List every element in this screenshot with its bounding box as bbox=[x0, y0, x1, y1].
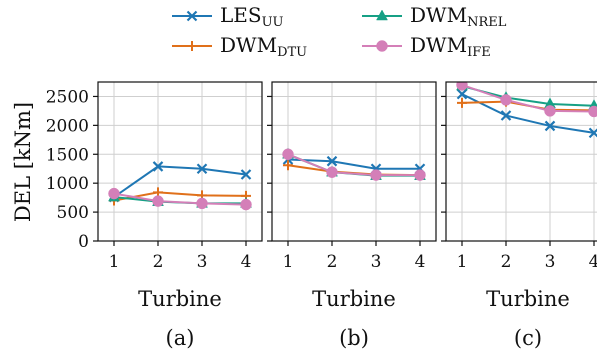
y-tick-label: 1000 bbox=[46, 174, 89, 194]
data-point-les-uu bbox=[500, 110, 512, 121]
x-tick-label: 1 bbox=[457, 252, 468, 272]
legend-marker bbox=[186, 10, 198, 22]
series-group bbox=[108, 161, 252, 211]
data-point-dwm-ife bbox=[588, 105, 597, 118]
legend-marker bbox=[187, 41, 197, 51]
x-tick-label: 3 bbox=[371, 252, 382, 272]
data-point-les-uu bbox=[240, 169, 252, 180]
x-tick-label: 4 bbox=[415, 252, 426, 272]
panel-caption: (b) bbox=[339, 326, 369, 350]
series-line-dwm-ife bbox=[287, 153, 420, 177]
legend-entry-dwm-nrel: DWMNREL bbox=[362, 3, 507, 30]
data-point-dwm-ife bbox=[326, 166, 338, 178]
plot-frame bbox=[445, 81, 597, 242]
data-point-dwm-ife bbox=[196, 197, 208, 210]
x-axis-label: Turbine bbox=[486, 287, 570, 311]
legend-marker-triangle bbox=[376, 9, 388, 21]
legend-label: DWMDTU bbox=[220, 33, 307, 60]
series-line-dwm-ife bbox=[113, 192, 247, 206]
plot-frame bbox=[271, 81, 437, 242]
x-tick-label: 2 bbox=[153, 252, 164, 272]
x-tick-label: 3 bbox=[197, 252, 208, 272]
x-tick-label: 1 bbox=[283, 252, 294, 272]
x-tick-label: 3 bbox=[545, 252, 556, 272]
data-point-les-uu bbox=[588, 127, 597, 139]
legend-label: DWMIFE bbox=[410, 33, 491, 60]
panel-caption: (a) bbox=[166, 326, 195, 350]
legend-label: DWMNREL bbox=[410, 3, 507, 30]
legend-marker-circle bbox=[376, 40, 388, 52]
panel-a: 0 500 1000 1500 2000 2500 1 2 3 4 Turbine (a) bbox=[46, 81, 263, 350]
y-tick-label: 2000 bbox=[46, 116, 89, 136]
series-line-les-uu bbox=[287, 158, 420, 170]
series-line-les-uu bbox=[113, 165, 247, 198]
grid bbox=[272, 82, 436, 241]
data-point-dwm-ife bbox=[414, 169, 426, 181]
x-axis-label: Turbine bbox=[312, 287, 396, 311]
data-point-dwm-ife bbox=[500, 94, 512, 106]
series-line-les-uu bbox=[461, 93, 595, 134]
legend-entry-dwm-dtu: DWMDTU bbox=[172, 33, 307, 60]
y-axis-label: DEL [kNm] bbox=[11, 102, 35, 222]
data-point-les-uu bbox=[326, 155, 338, 167]
y-tick-label: 2500 bbox=[46, 87, 89, 107]
series-line-dwm-ife bbox=[461, 83, 595, 113]
data-point-les-uu bbox=[456, 88, 468, 100]
legend-marker-x bbox=[186, 10, 198, 22]
panel-caption: (c) bbox=[514, 326, 542, 350]
legend-marker-plus bbox=[187, 41, 197, 51]
data-point-dwm-ife bbox=[370, 169, 382, 181]
legend-label: LESUU bbox=[220, 3, 284, 30]
x-tick-label: 4 bbox=[241, 252, 252, 272]
legend: LESUU DWMDTU DWMNREL DWMIFE bbox=[172, 3, 507, 60]
x-tick-label: 2 bbox=[327, 252, 338, 272]
x-tick-label: 2 bbox=[501, 252, 512, 272]
series-group bbox=[282, 147, 426, 181]
panel-c: 1 2 3 4 Turbine (c) bbox=[441, 81, 597, 350]
data-point-dwm-ife bbox=[456, 82, 468, 91]
legend-entry-dwm-ife: DWMIFE bbox=[362, 33, 491, 60]
data-point-les-uu bbox=[544, 120, 556, 132]
data-point-dwm-ife bbox=[240, 198, 252, 211]
panel-b: 1 2 3 4 Turbine (b) bbox=[267, 81, 437, 350]
series-group bbox=[456, 82, 597, 139]
legend-entry-les-uu: LESUU bbox=[172, 3, 284, 30]
data-point-dwm-ife bbox=[152, 195, 164, 207]
plot-frame bbox=[97, 81, 263, 242]
y-tick-label: 1500 bbox=[46, 145, 89, 165]
legend-marker bbox=[376, 40, 388, 52]
data-point-dwm-ife bbox=[108, 187, 120, 200]
x-axis-label: Turbine bbox=[138, 287, 222, 311]
legend-marker bbox=[376, 9, 388, 21]
data-point-dwm-dtu bbox=[457, 97, 467, 108]
x-tick-label: 1 bbox=[109, 252, 120, 272]
y-tick-label: 500 bbox=[57, 203, 89, 223]
data-point-les-uu bbox=[196, 163, 208, 175]
data-point-les-uu bbox=[152, 161, 164, 172]
data-point-dwm-ife bbox=[282, 148, 294, 161]
data-point-dwm-dtu bbox=[283, 160, 293, 171]
grid bbox=[98, 82, 262, 241]
data-point-dwm-ife bbox=[544, 105, 556, 117]
x-tick-label: 4 bbox=[589, 252, 597, 272]
y-tick-label: 0 bbox=[78, 232, 89, 252]
